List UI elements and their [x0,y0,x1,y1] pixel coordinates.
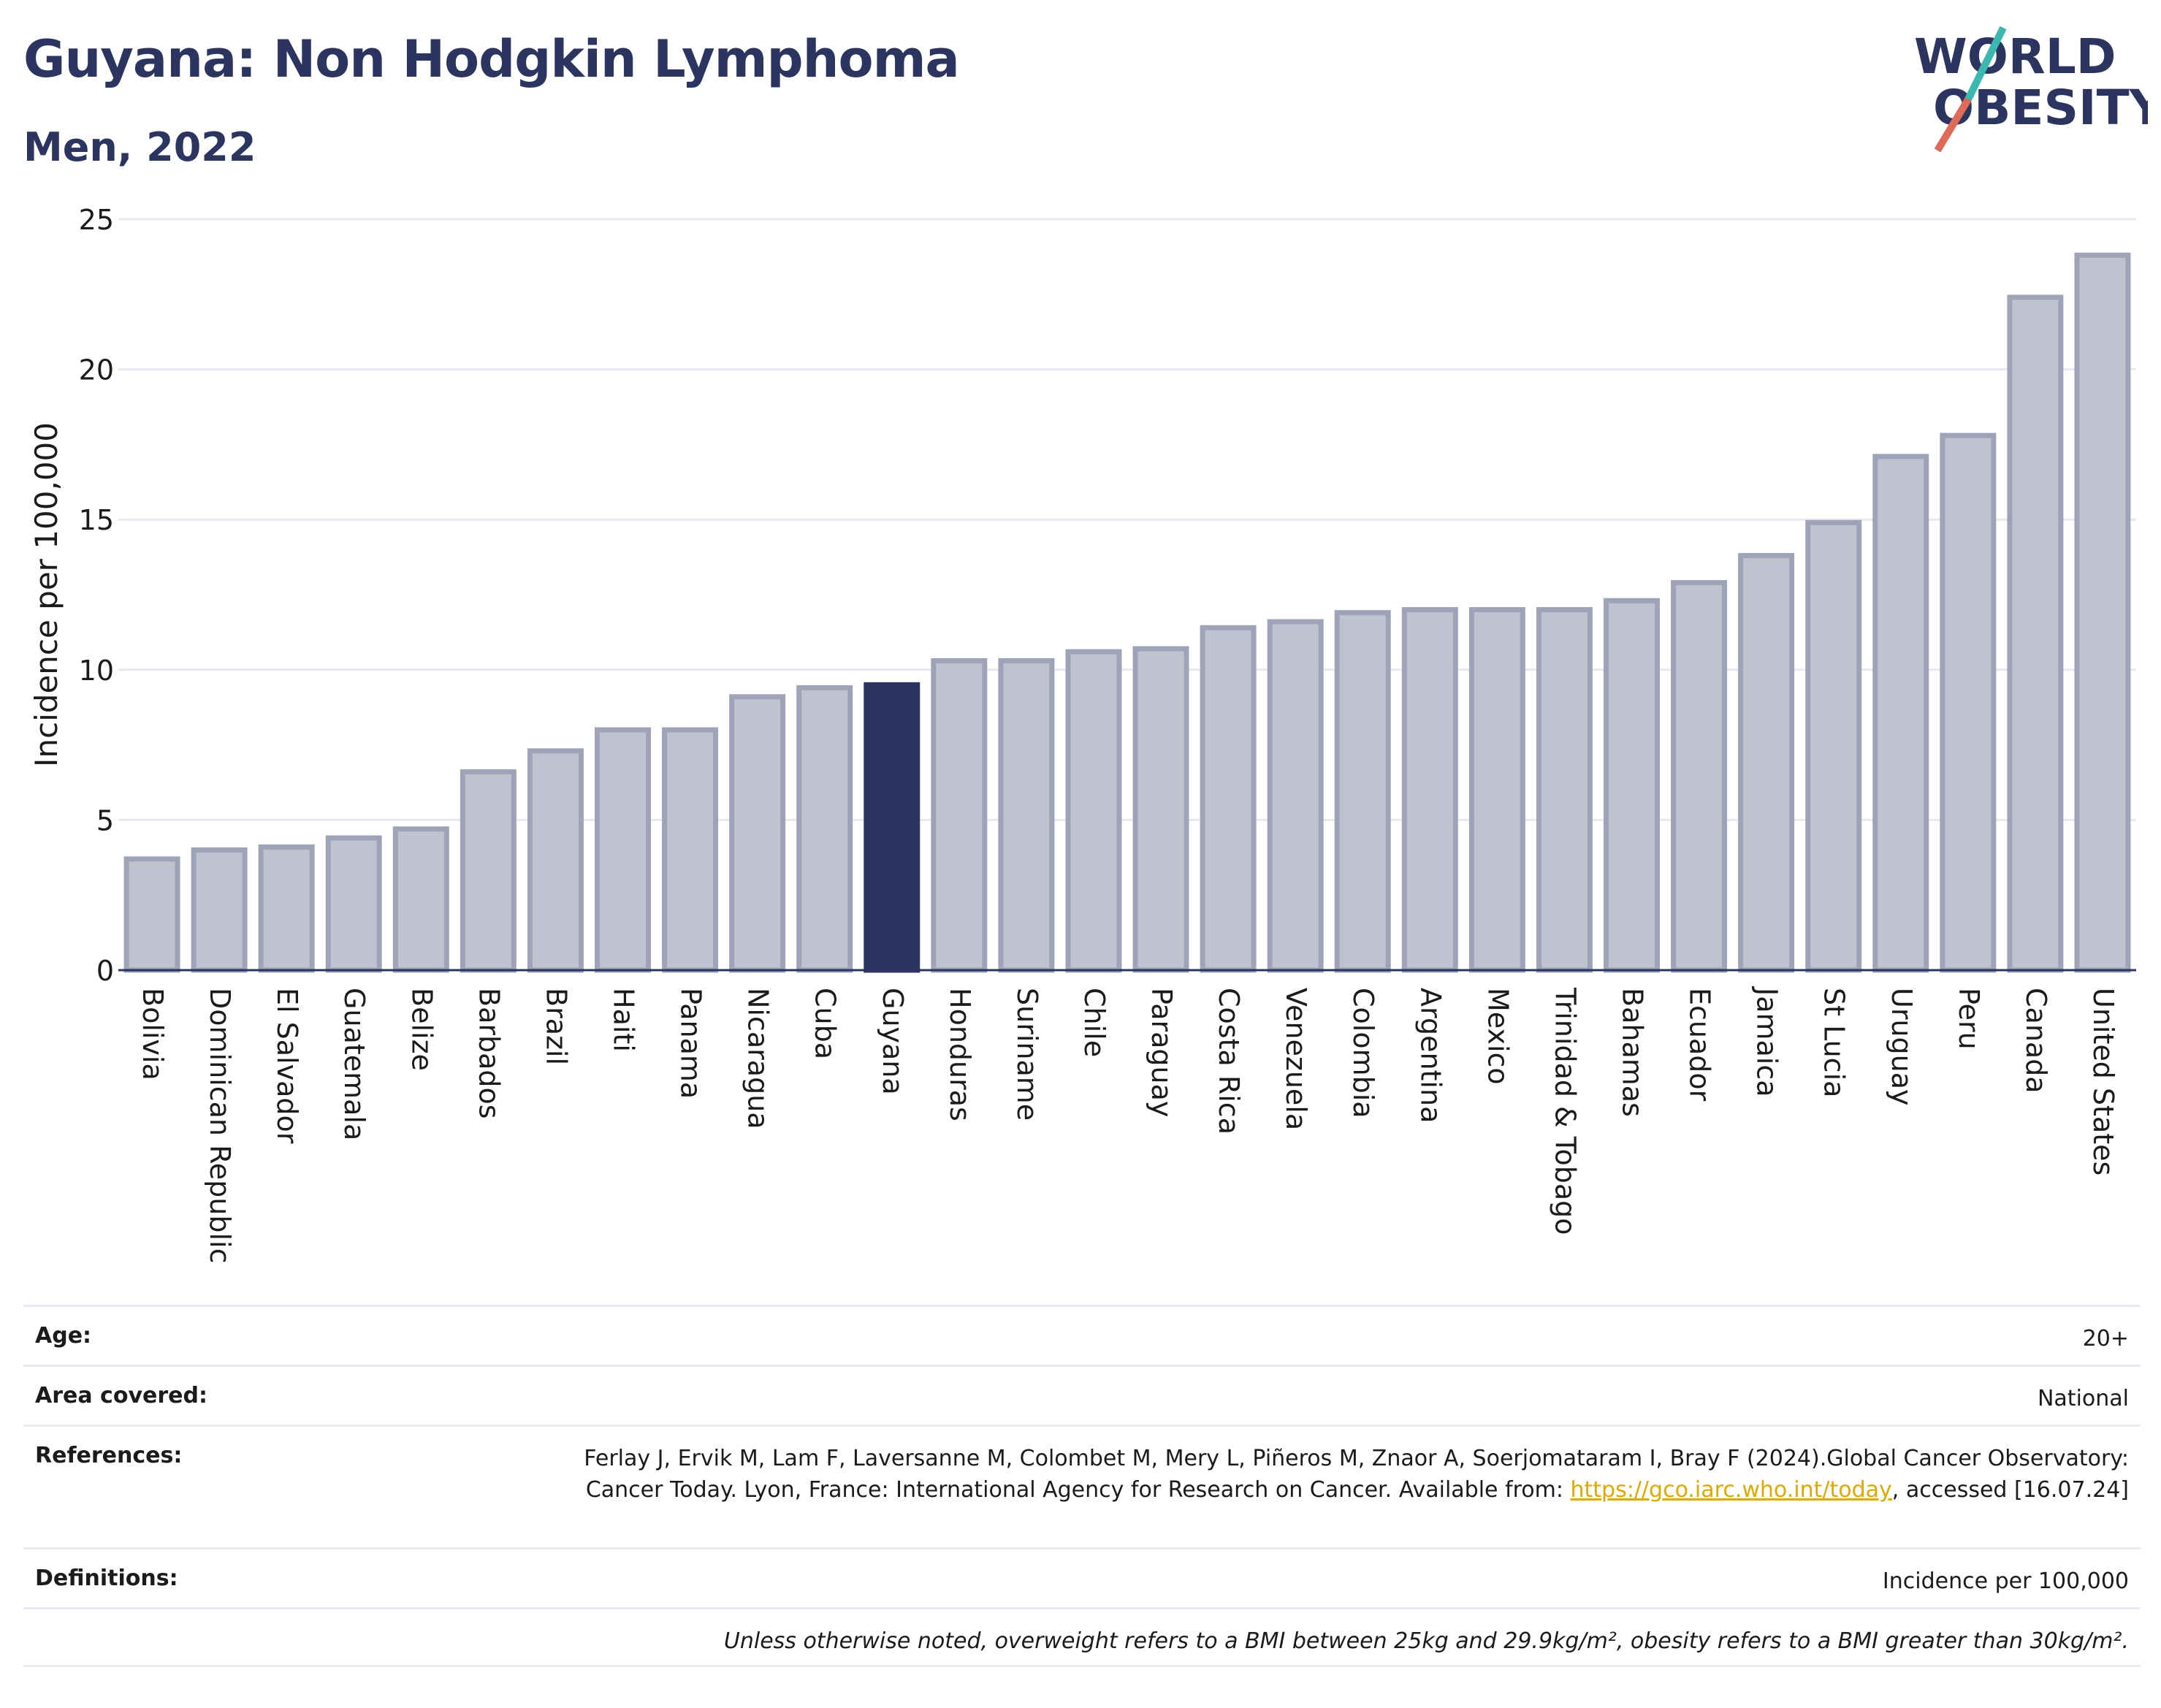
x-tick-label: Ecuador [1684,988,1716,1102]
bar-bahamas [1604,598,1660,973]
x-tick-label: Suriname [1011,988,1043,1121]
bar-el-salvador [258,844,315,973]
bar-argentina [1401,607,1458,973]
definitions-value: Incidence per 100,000 [1882,1568,2129,1594]
references-label: References: [35,1443,183,1468]
bar-united-states [2074,252,2131,973]
x-tick-label: Cuba [809,988,842,1059]
x-tick-label: Bahamas [1617,988,1649,1117]
bar-canada [2007,294,2064,973]
bar-paraguay [1132,646,1189,973]
bar-honduras [931,657,988,973]
y-axis-label: Incidence per 100,000 [28,422,64,767]
x-tick-label: Chile [1078,988,1110,1057]
x-tick-label: Argentina [1414,988,1447,1123]
x-tick-label: United States [2087,988,2119,1175]
x-tick-label: Venezuela [1280,988,1312,1130]
bar-trinidad-tobago [1536,607,1593,973]
y-tick-label: 15 [79,504,114,536]
bar-st-lucia [1805,519,1862,973]
x-tick-label: Jamaica [1751,986,1783,1097]
x-tick-label: Mexico [1482,988,1514,1085]
definitions-row: Definitions: Incidence per 100,000 [23,1547,2141,1607]
x-tick-label: Colombia [1347,988,1379,1118]
bar-brazil [527,748,584,973]
x-tick-label: Uruguay [1886,988,1918,1106]
svg-text:OBESITY: OBESITY [1933,80,2148,136]
bar-guatemala [325,835,382,973]
bar-nicaragua [729,694,786,973]
bar-colombia [1334,610,1391,973]
bar-uruguay [1872,454,1929,973]
y-tick-label: 5 [96,804,114,836]
gridlines [118,218,2136,821]
bar-haiti [595,727,651,973]
x-tick-label: Barbados [473,988,505,1119]
area-value: National [2037,1386,2129,1411]
bar-cuba [796,685,853,973]
x-tick-label: El Salvador [271,988,303,1144]
definitions-label: Definitions: [35,1566,178,1591]
x-tick-label: Peru [1953,988,1985,1050]
references-row: References: Ferlay J, Ervik M, Lam F, La… [23,1425,2141,1547]
note-row: Unless otherwise noted, overweight refer… [23,1607,2141,1667]
y-tick-label: 10 [79,655,114,687]
x-tick-label: Trinidad & Tobago [1549,987,1581,1235]
x-tick-label: Bolivia [137,988,169,1080]
x-tick-label: Canada [2020,988,2052,1094]
metadata-table: Age: 20+ Area covered: National Referenc… [23,1305,2141,1667]
bmi-note: Unless otherwise noted, overweight refer… [723,1628,2129,1654]
age-label: Age: [35,1323,92,1349]
y-tick-label: 20 [79,354,114,386]
bar-suriname [998,657,1055,973]
chart-subtitle: Men, 2022 [23,124,256,170]
bar-bolivia [123,856,180,973]
references-value: Ferlay J, Ervik M, Lam F, Laversanne M, … [565,1443,2129,1506]
references-accessed: , accessed [16.07.24] [1891,1477,2129,1503]
area-row: Area covered: National [23,1365,2141,1425]
x-tick-label: Honduras [944,988,976,1121]
references-link[interactable]: https://gco.iarc.who.int/today [1570,1477,1892,1503]
bar-chile [1065,649,1122,973]
bars [123,252,2131,973]
age-value: 20+ [2082,1326,2129,1351]
age-row: Age: 20+ [23,1305,2141,1365]
bar-barbados [460,769,517,973]
x-tick-label: Nicaragua [742,988,774,1129]
bar-chart: 0 5 10 15 20 25 Bolivia Dominican Republic El S… [28,204,2136,1263]
bar-dominican-republic [191,847,248,973]
chart-title: Guyana: Non Hodgkin Lymphoma [23,29,960,89]
svg-text:WORLD: WORLD [1914,28,2116,85]
bar-costa-rica [1200,625,1257,973]
x-tick-label: Dominican Republic [204,988,236,1263]
references-text: Ferlay J, Ervik M, Lam F, Laversanne M, … [584,1446,2129,1503]
y-tick-label: 0 [96,955,114,987]
bar-guyana [864,682,921,973]
world-obesity-logo: WORLD OBESITY [1914,26,2148,153]
x-tick-label: Haiti [608,988,640,1052]
x-tick-label: Panama [675,988,707,1099]
x-tick-label: Guatemala [338,988,370,1140]
bar-belize [392,826,449,973]
bar-venezuela [1267,619,1324,973]
y-axis-ticks: 0 5 10 15 20 25 [79,204,114,987]
bar-ecuador [1671,580,1728,973]
x-tick-label: Belize [405,988,438,1071]
bar-jamaica [1738,553,1795,973]
x-axis-ticks: Bolivia Dominican Republic El Salvador Guat… [137,986,2119,1263]
bar-peru [1940,432,1997,973]
x-tick-label: Paraguay [1146,988,1178,1117]
x-tick-label: Costa Rica [1213,988,1245,1135]
y-tick-label: 25 [79,204,114,236]
bar-mexico [1468,607,1525,973]
area-label: Area covered: [35,1383,207,1408]
x-tick-label: Guyana [877,988,909,1095]
x-tick-label: St Lucia [1818,988,1851,1097]
bar-panama [662,727,719,973]
x-tick-label: Brazil [540,988,572,1065]
